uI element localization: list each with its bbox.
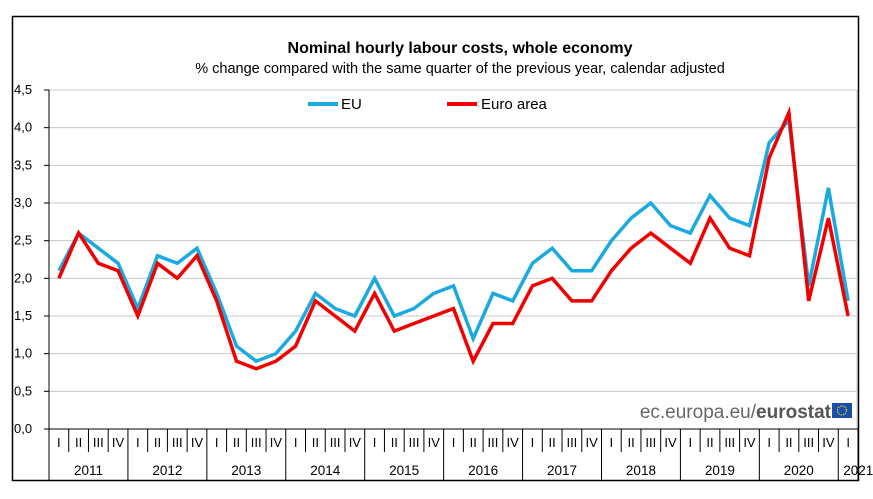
y-tick-label: 1,5 <box>14 308 32 323</box>
y-tick-label: 4,5 <box>14 82 32 97</box>
quarter-label: III <box>172 435 183 450</box>
quarter-label: III <box>566 435 577 450</box>
quarter-label: III <box>724 435 735 450</box>
quarter-label: II <box>391 435 398 450</box>
quarter-label: II <box>785 435 792 450</box>
year-label: 2017 <box>547 463 577 478</box>
year-label: 2014 <box>310 463 341 478</box>
quarter-label: IV <box>191 435 204 450</box>
y-tick-label: 1,0 <box>14 346 32 361</box>
quarter-label: IV <box>112 435 125 450</box>
quarter-label: I <box>373 435 377 450</box>
quarter-label: I <box>136 435 140 450</box>
y-tick-label: 3,0 <box>14 195 32 210</box>
series-line-euro-area <box>57 105 850 371</box>
y-tick-label: 0,5 <box>14 383 32 398</box>
y-tick-label: 2,0 <box>14 270 32 285</box>
quarter-label: IV <box>507 435 520 450</box>
quarter-label: I <box>767 435 771 450</box>
quarter-label: IV <box>743 435 756 450</box>
quarter-label: IV <box>349 435 362 450</box>
year-label: 2011 <box>74 463 103 478</box>
year-label: 2021 <box>843 463 873 478</box>
quarter-label: I <box>452 435 456 450</box>
quarter-label: II <box>549 435 556 450</box>
eurostat-source: ec.europa.eu/eurostat <box>640 402 852 423</box>
y-axis-ticks: 0,0 0,5 1,0 1,5 2,0 2,5 3,0 3,5 4,0 4,5 <box>14 82 49 436</box>
quarter-label: II <box>706 435 713 450</box>
quarter-label: IV <box>664 435 677 450</box>
quarter-label: I <box>294 435 298 450</box>
year-label: 2013 <box>231 463 261 478</box>
y-tick-label: 0,0 <box>14 421 32 436</box>
year-label: 2020 <box>784 463 814 478</box>
chart-title: Nominal hourly labour costs, whole econo… <box>288 40 633 57</box>
x-axis-ticks: I II III IV I II III IV I II III IV I II III IV I II III IV… <box>48 429 873 481</box>
legend-label-euro-area: Euro area <box>481 96 548 113</box>
source-text: ec.europa.eu/eurostat <box>640 402 832 423</box>
quarter-label: II <box>75 435 82 450</box>
quarter-label: III <box>803 435 814 450</box>
series-line-eu <box>57 115 850 364</box>
year-label: 2015 <box>389 463 419 478</box>
quarter-label: I <box>610 435 614 450</box>
gridlines <box>49 89 857 392</box>
legend-label-eu: EU <box>341 96 362 113</box>
quarter-label: II <box>470 435 477 450</box>
quarter-label: I <box>215 435 219 450</box>
y-tick-label: 3,5 <box>14 157 32 172</box>
year-label: 2018 <box>626 463 656 478</box>
quarter-label: IV <box>822 435 835 450</box>
y-tick-label: 4,0 <box>14 120 32 135</box>
series-group <box>57 105 850 371</box>
quarter-label: III <box>645 435 656 450</box>
year-label: 2016 <box>468 463 498 478</box>
chart-subtitle: % change compared with the same quarter … <box>195 61 725 77</box>
quarter-label: III <box>488 435 499 450</box>
y-tick-label: 2,5 <box>14 233 32 248</box>
quarter-label: IV <box>270 435 283 450</box>
quarter-label: I <box>846 435 850 450</box>
year-label: 2019 <box>705 463 735 478</box>
quarter-label: II <box>312 435 319 450</box>
chart-frame <box>11 15 860 482</box>
quarter-label: II <box>233 435 240 450</box>
quarter-label: III <box>93 435 104 450</box>
quarter-label: I <box>57 435 61 450</box>
legend: EU Euro area <box>308 96 548 113</box>
quarter-label: IV <box>585 435 598 450</box>
quarter-label: II <box>154 435 161 450</box>
eu-flag-icon <box>832 403 852 418</box>
quarter-label: III <box>251 435 262 450</box>
eu-flag-stars <box>836 405 848 416</box>
quarter-label: II <box>627 435 634 450</box>
quarter-label: III <box>330 435 341 450</box>
quarter-label: I <box>531 435 535 450</box>
quarter-label: IV <box>428 435 441 450</box>
quarter-label: I <box>688 435 692 450</box>
quarter-label: III <box>409 435 420 450</box>
year-label: 2012 <box>152 463 182 478</box>
